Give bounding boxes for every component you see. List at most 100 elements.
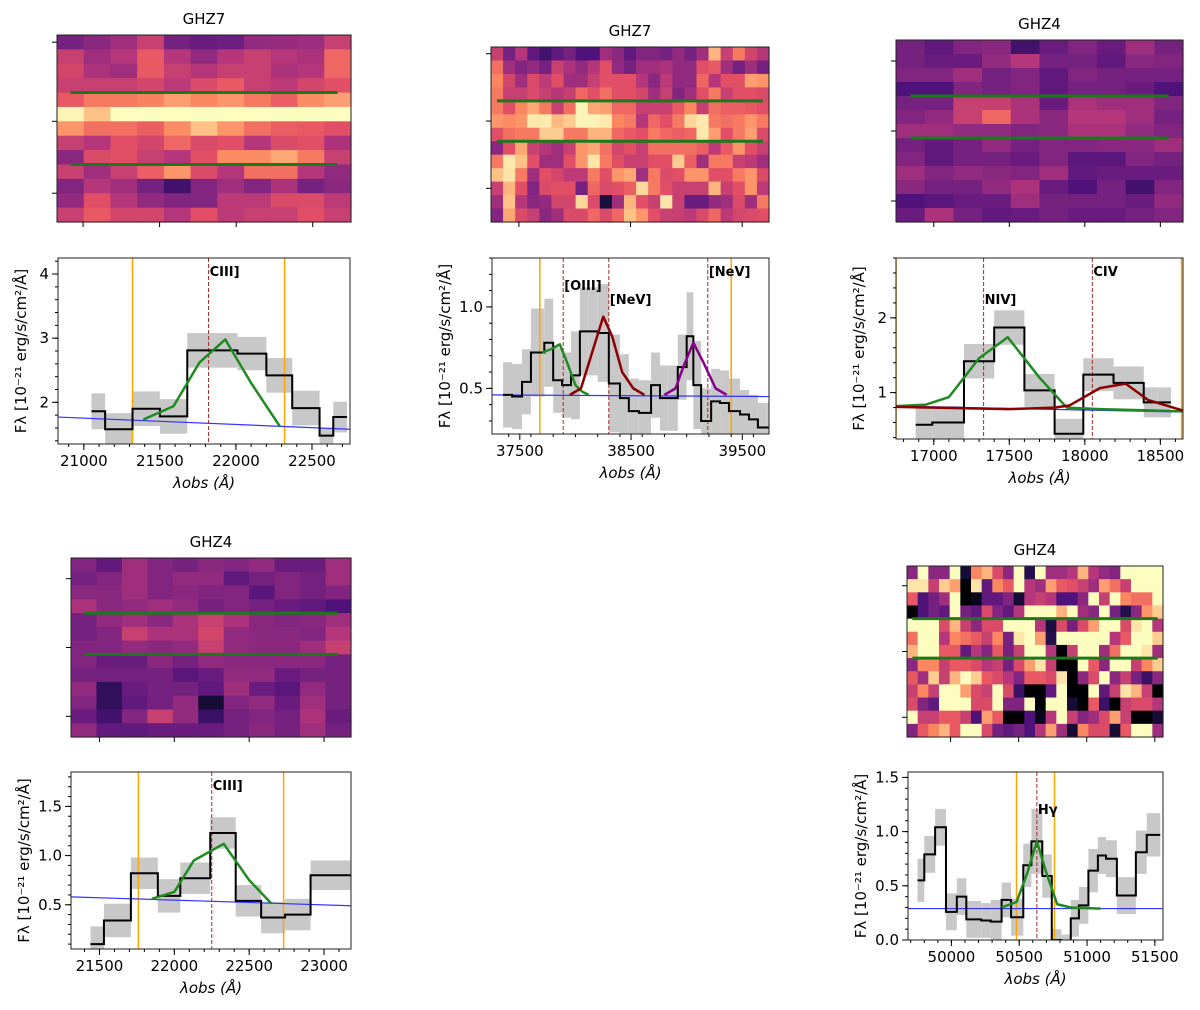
image-pixel: [147, 613, 174, 628]
image-pixel: [660, 87, 673, 102]
image-pixel: [71, 585, 98, 600]
image-pixel: [732, 208, 746, 223]
image-pixel: [924, 82, 954, 97]
image-pixel: [270, 63, 299, 79]
image-pixel: [599, 60, 613, 75]
image-pixel: [720, 181, 734, 196]
image-pixel: [953, 138, 983, 153]
image-pixel: [992, 592, 1004, 607]
image-pixel: [636, 154, 649, 169]
image-pixel: [1088, 723, 1100, 738]
image-pixel: [924, 180, 954, 195]
image-pixel: [928, 710, 940, 725]
image-pixel: [928, 579, 940, 593]
image-pixel: [1125, 166, 1155, 181]
image-pixel: [249, 695, 276, 711]
image-pixel: [684, 168, 698, 183]
image-pixel: [1039, 208, 1069, 223]
error-band: [628, 378, 639, 434]
image-pixel: [623, 141, 637, 156]
image-pixel: [949, 671, 961, 685]
image-pixel: [917, 605, 929, 620]
y-tick-label: 0.5: [459, 379, 483, 397]
error-band: [728, 378, 741, 434]
image-pixel: [163, 106, 192, 122]
image-pixel: [1131, 710, 1143, 725]
image-pixel: [992, 658, 1004, 672]
x-tick-label: 22000: [212, 452, 260, 470]
image-pixel: [660, 127, 673, 142]
image-pixel: [1068, 110, 1098, 125]
data-step-line: [503, 330, 769, 429]
image-pixel: [147, 626, 174, 642]
image-pixel: [274, 571, 301, 587]
image-pixel: [270, 121, 299, 137]
image-pixel: [660, 208, 673, 223]
image-pixel: [223, 723, 250, 738]
image-pixel: [623, 87, 637, 102]
image-pixel: [563, 114, 577, 129]
image-pixel: [71, 613, 98, 628]
image-pixel: [982, 124, 1012, 139]
image-pixel: [949, 631, 961, 646]
image-pixel: [1035, 658, 1047, 672]
y-tick-label: 3: [39, 329, 49, 347]
image-pixel: [1152, 710, 1164, 725]
image-pixel: [325, 640, 352, 655]
image-pixel: [1003, 605, 1015, 620]
image-pixel: [1088, 605, 1100, 620]
image-pixel: [244, 178, 272, 194]
image-pixel: [217, 207, 245, 223]
image-pixel: [1010, 54, 1041, 69]
image-pixel: [756, 73, 770, 88]
image-pixel: [96, 709, 123, 724]
image-pixel: [599, 181, 613, 196]
image-pixel: [575, 87, 589, 102]
image-pixel: [270, 193, 299, 209]
image-pixel: [198, 695, 225, 711]
image-pixel: [1096, 82, 1127, 97]
image-pixel: [1045, 658, 1057, 672]
image-pixel: [297, 92, 325, 108]
image-pixel: [1099, 592, 1111, 607]
x-tick-label: 17500: [985, 447, 1033, 465]
image-pixel: [249, 613, 276, 628]
image-pixel: [1035, 697, 1047, 712]
image-pixel: [527, 181, 540, 196]
image-pixel: [1067, 658, 1079, 672]
image-pixel: [96, 613, 123, 628]
image-pixel: [744, 114, 758, 129]
image-pixel: [1045, 697, 1057, 712]
y-tick-label: 1.0: [459, 298, 483, 316]
error-band: [1061, 934, 1071, 940]
image-pixel: [949, 697, 961, 712]
image-pixel: [924, 124, 954, 139]
image-pixel: [648, 114, 661, 129]
image-pixel: [96, 654, 123, 669]
x-axis-title: λobs (Å): [172, 473, 235, 492]
image-pixel: [551, 60, 565, 75]
image-pixel: [121, 626, 148, 642]
image-pixel: [636, 141, 649, 156]
image-pixel: [949, 723, 961, 738]
image-pixel: [503, 47, 516, 62]
image-pixel: [575, 195, 589, 210]
image-pixel: [515, 73, 528, 88]
image-pixel: [121, 681, 148, 697]
image-pixel: [896, 96, 926, 111]
image-pixel: [249, 626, 276, 642]
image-pixel: [720, 60, 734, 75]
emission-line-label: [NeV]: [610, 293, 652, 308]
image-pixel: [297, 63, 325, 79]
image-pixel: [325, 613, 352, 628]
image-pixel: [515, 168, 528, 183]
image-pixel: [1024, 671, 1036, 685]
spectrum-2d-image: [486, 46, 770, 227]
image-pixel: [917, 658, 929, 672]
image-pixel: [928, 566, 940, 580]
image-pixel: [83, 63, 112, 79]
image-pixel: [1125, 194, 1155, 209]
image-pixel: [587, 127, 601, 142]
image-pixel: [1125, 180, 1155, 195]
image-pixel: [1068, 208, 1098, 223]
